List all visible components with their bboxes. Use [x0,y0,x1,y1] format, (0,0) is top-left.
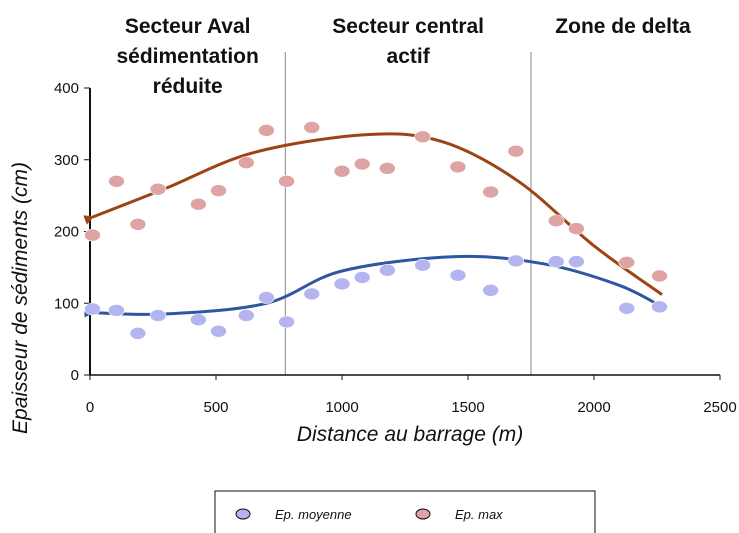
y-tick-label: 0 [71,367,79,384]
y-tick-label: 400 [54,80,79,97]
point-ep-moyenne [547,255,565,268]
point-ep-max [651,269,668,283]
point-ep-max [353,157,371,171]
point-ep-moyenne [84,302,101,316]
point-ep-max [237,156,255,169]
legend-marker-ep-moyenne [235,508,251,520]
trend-line-ep-moyenne [84,254,663,318]
point-ep-moyenne [449,268,467,282]
point-ep-max [449,160,467,174]
y-tick-label: 200 [54,224,79,241]
point-ep-moyenne [303,287,321,301]
point-ep-max [84,228,101,242]
point-ep-max [258,124,275,137]
point-ep-max [333,164,351,178]
point-ep-max [618,256,636,269]
point-ep-max [379,162,396,175]
sector-titles: Secteur Aval sédimentation réduite Secteur … [116,15,691,98]
sector-title-line: actif [387,45,431,68]
point-ep-moyenne [353,271,371,284]
sector-title-line: réduite [153,75,223,98]
x-tick-label: 500 [203,399,228,416]
point-ep-max [210,184,227,197]
sector-dividers [284,52,532,375]
y-tick-label: 100 [54,295,79,312]
y-tick-label: 300 [54,152,79,169]
x-tick-label: 0 [86,399,94,416]
point-ep-max [568,222,585,235]
plot-axes [89,88,720,376]
point-ep-max [507,144,525,158]
legend-label-ep-max: Ep. max [455,507,503,522]
legend-marker-ep-max [415,508,431,520]
point-ep-moyenne [258,291,275,304]
point-ep-moyenne [278,315,295,329]
point-ep-max [278,174,295,188]
point-ep-max [482,185,499,199]
trend-line-ep-max [83,132,663,296]
point-ep-moyenne [618,301,636,315]
point-ep-moyenne [210,324,227,338]
point-ep-moyenne [333,277,351,291]
point-ep-moyenne [414,258,431,272]
point-ep-moyenne [108,304,125,317]
x-tick-label: 1500 [451,399,484,416]
x-tick-label: 1000 [325,399,358,416]
sector-title-line: Secteur central [332,15,484,38]
x-axis-title: Distance au barrage (m) [297,423,523,446]
x-tick-label: 2500 [703,399,736,416]
sector-title-line: Zone de delta [555,15,691,38]
point-ep-max [108,174,125,188]
point-ep-moyenne [190,313,207,327]
point-ep-max [547,214,565,228]
axis-ticks: 0 500 1000 1500 2000 2500 0 100 200 300 400 [54,80,737,416]
y-axis-title: Epaisseur de sédiments (cm) [9,162,32,434]
x-tick-label: 2000 [577,399,610,416]
point-ep-max [190,197,207,211]
point-ep-moyenne [651,300,668,314]
point-ep-moyenne [568,255,585,268]
point-ep-moyenne [482,284,499,297]
point-ep-moyenne [379,263,396,277]
point-ep-moyenne [149,309,167,322]
point-ep-max [414,130,431,144]
point-ep-max [129,218,147,231]
point-ep-moyenne [237,309,255,322]
trend-lines [83,132,663,318]
data-points [84,121,668,340]
legend-label-ep-moyenne: Ep. moyenne [275,507,352,522]
point-ep-max [303,121,321,134]
sector-title-line: Secteur Aval [125,15,251,38]
sector-title-line: sédimentation [116,45,258,68]
point-ep-moyenne [507,254,525,268]
point-ep-moyenne [129,327,147,340]
legend: Ep. moyenne Ep. max [214,490,596,533]
point-ep-max [149,182,167,196]
legend-box [214,490,596,533]
